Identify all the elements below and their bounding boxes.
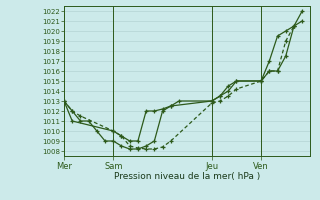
X-axis label: Pression niveau de la mer( hPa ): Pression niveau de la mer( hPa ) xyxy=(114,172,260,181)
